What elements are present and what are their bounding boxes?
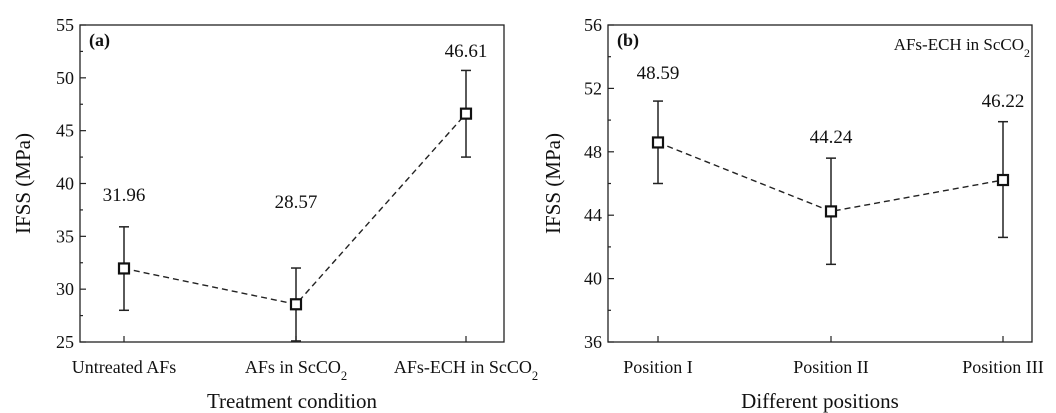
y-tick-label: 25 [56,332,74,352]
data-label: 31.96 [103,185,146,206]
panel-b: 36 40 44 48 52 56 Position I Position II Positio… [541,15,1044,413]
data-point-marker [459,107,473,120]
data-point-marker [117,262,131,275]
data-point-marker [824,205,838,218]
data-point-marker [651,136,665,149]
data-point-marker [289,298,303,311]
x-tick-label: Position I [623,357,693,377]
y-tick-label: 40 [56,174,74,194]
panel-label: (a) [89,30,110,51]
y-tick-label: 48 [584,142,602,162]
y-axis-title: IFSS (MPa) [541,133,565,234]
x-tick-label-main: Position I [623,357,693,377]
y-tick-label: 40 [584,269,602,289]
x-tick-label-subscript: 2 [341,369,347,383]
annotation: AFs-ECH in ScCO2 [894,35,1030,60]
panel-label: (b) [617,30,639,51]
x-tick-label: Position II [793,357,869,377]
plot-frame [79,24,505,343]
x-tick-label-main: Untreated AFs [72,357,176,377]
data-label: 28.57 [275,192,318,213]
y-tick-label: 35 [56,226,74,246]
y-tick-label: 55 [56,15,74,35]
y-axis-title: IFSS (MPa) [11,133,35,234]
x-tick-label: Untreated AFs [72,357,176,377]
data-label: 46.61 [445,41,488,62]
x-tick-label-main: Position III [962,357,1044,377]
x-tick-label-subscript: 2 [532,369,538,383]
y-tick-label: 45 [56,121,74,141]
data-point-marker [996,173,1010,187]
annotation-main: AFs-ECH in ScCO [894,35,1024,54]
annotation-subscript: 2 [1024,46,1030,60]
y-tick-label: 36 [584,332,602,352]
data-label: 44.24 [810,127,853,148]
y-tick-label: 56 [584,15,602,35]
x-axis-title: Treatment condition [207,389,378,413]
data-label: 48.59 [637,63,680,84]
x-tick-label-main: AFs-ECH in ScCO [394,357,532,377]
x-tick-label-main: AFs in ScCO [245,357,341,377]
data-label: 46.22 [982,91,1025,112]
y-tick-label: 52 [584,78,602,98]
x-tick-label: Position III [962,357,1044,377]
y-tick-label: 44 [584,205,602,225]
y-tick-label: 30 [56,279,74,299]
y-tick-label: 50 [56,68,74,88]
x-tick-label: AFs in ScCO2 [245,357,347,383]
series-line [657,141,1004,213]
x-tick-label: AFs-ECH in ScCO2 [394,357,538,383]
x-tick-label-main: Position II [793,357,869,377]
x-axis-title: Different positions [741,389,899,413]
